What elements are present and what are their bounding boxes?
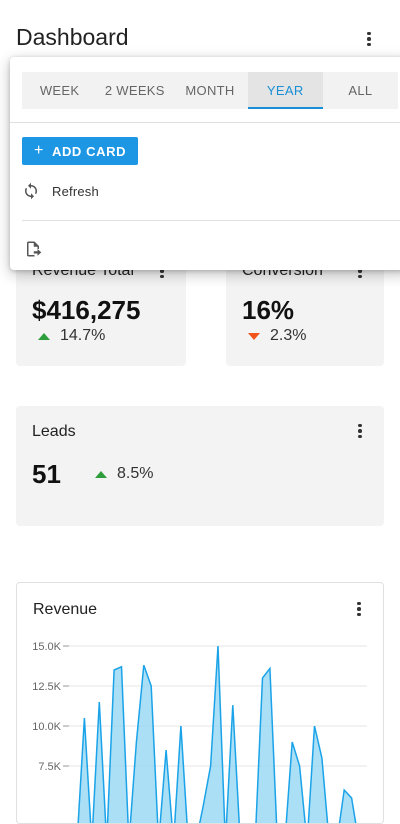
period-menu: WEEK 2 WEEKS MONTH YEAR ALL + ADD CARD R…	[10, 57, 400, 270]
leads-delta: 8.5%	[95, 465, 153, 483]
page-title: Dashboard	[16, 24, 129, 50]
leads-value: 51	[32, 459, 61, 489]
trend-down-icon	[248, 332, 260, 340]
revenue-total-delta: 14.7%	[38, 327, 105, 345]
plus-icon: +	[34, 142, 44, 159]
add-card-button[interactable]: + ADD CARD	[22, 137, 138, 165]
app-bar: Dashboard	[0, 0, 400, 80]
export-icon[interactable]	[24, 240, 42, 258]
card-title: Leads	[32, 423, 76, 440]
divider	[22, 220, 400, 221]
chart-title: Revenue	[33, 601, 98, 618]
period-tabs: WEEK 2 WEEKS MONTH YEAR ALL	[22, 72, 398, 109]
conversion-value: 16%	[242, 295, 295, 325]
trend-up-icon	[38, 332, 50, 340]
add-card-label: ADD CARD	[51, 143, 127, 159]
refresh-label: Refresh	[52, 183, 99, 199]
y-tick-label: 15.0K	[32, 641, 61, 653]
delta-value: 14.7%	[60, 327, 106, 344]
tab-year[interactable]: YEAR	[247, 72, 324, 109]
trend-up-icon	[95, 470, 107, 478]
divider	[10, 122, 400, 123]
card-more-icon[interactable]	[349, 599, 369, 619]
card-more-icon[interactable]	[350, 421, 370, 441]
tab-all[interactable]: ALL	[348, 83, 373, 98]
tab-week[interactable]: WEEK	[39, 83, 80, 98]
revenue-chart-card: Revenue 15.0K 12.5K 10.0K 7.5K	[16, 582, 384, 824]
delta-value: 2.3%	[270, 327, 307, 344]
revenue-total-value: $416,275	[32, 295, 141, 325]
revenue-area-chart: 15.0K 12.5K 10.0K 7.5K	[32, 641, 367, 823]
tab-2-weeks[interactable]: 2 WEEKS	[104, 83, 165, 98]
y-tick-label: 10.0K	[32, 721, 61, 733]
refresh-icon	[25, 182, 37, 200]
conversion-delta: 2.3%	[248, 327, 306, 345]
leads-card: Leads 51 8.5%	[16, 406, 384, 526]
delta-value: 8.5%	[117, 465, 154, 482]
refresh-menu-item[interactable]: Refresh	[22, 182, 99, 200]
more-vert-icon[interactable]	[359, 29, 379, 49]
y-tick-label: 12.5K	[32, 681, 61, 693]
tab-month[interactable]: MONTH	[185, 83, 235, 98]
y-tick-label: 7.5K	[38, 761, 61, 773]
revenue-series-area	[77, 645, 357, 823]
